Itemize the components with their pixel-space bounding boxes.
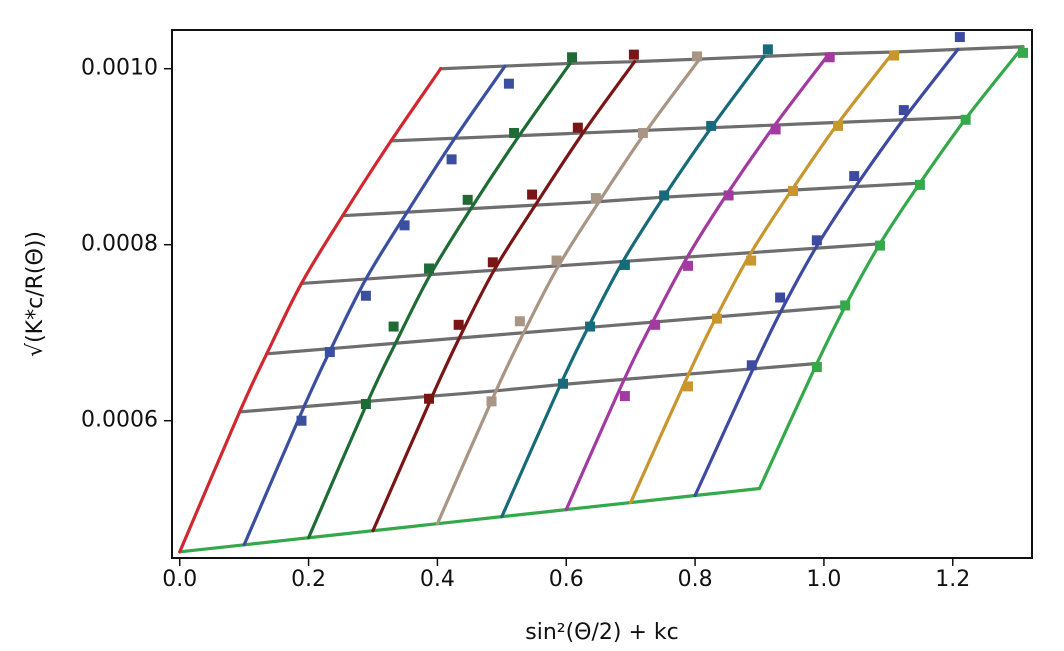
x-tick-label: 0.6 [549, 567, 584, 592]
series-line [306, 61, 572, 540]
data-point [296, 415, 307, 426]
data-point [424, 263, 435, 274]
data-point [889, 50, 900, 61]
data-point [898, 105, 909, 116]
data-point [514, 316, 525, 327]
data-point [683, 260, 693, 271]
plot-frame [171, 29, 1033, 559]
y-axis-label: √(K*c/R(Θ)) [23, 231, 48, 357]
data-point [788, 186, 799, 197]
data-point [628, 49, 639, 60]
data-point [746, 360, 757, 371]
series-line [389, 115, 969, 143]
data-point [914, 179, 925, 190]
data-point [762, 44, 773, 55]
y-tick-label: 0.0010 [81, 56, 158, 81]
x-tick-label: 0.8 [678, 567, 713, 592]
data-point [527, 189, 538, 200]
data-point [811, 235, 822, 246]
data-point [711, 313, 722, 324]
data-point [824, 52, 835, 63]
x-tick-label: 1.0 [806, 567, 841, 592]
series-line [178, 67, 443, 554]
data-point [446, 154, 457, 165]
data-point [590, 193, 601, 204]
series-line [178, 486, 762, 554]
data-point [833, 120, 844, 131]
data-point [388, 321, 399, 332]
data-point [637, 127, 648, 138]
data-point [360, 399, 371, 409]
series-line [439, 45, 1025, 71]
series-line [265, 304, 847, 356]
data-point [1017, 47, 1028, 58]
data-point [775, 292, 786, 303]
data-point [770, 124, 781, 135]
data-point [360, 290, 371, 301]
series-line [341, 181, 922, 218]
series-line [299, 242, 882, 286]
x-tick-label: 0.2 [291, 567, 326, 592]
data-point [453, 319, 464, 330]
data-point [558, 378, 569, 389]
x-tick-label: 1.2 [935, 567, 970, 592]
data-point [619, 391, 630, 402]
x-axis-label: sin²(Θ/2) + kc [525, 620, 678, 645]
series-line [693, 47, 960, 498]
x-tick-label: 0.0 [162, 567, 197, 592]
data-point [551, 255, 562, 266]
data-point [619, 259, 630, 270]
data-point [874, 240, 885, 251]
data-point [585, 321, 596, 332]
data-point [462, 194, 473, 205]
data-point [324, 347, 335, 358]
data-point [572, 122, 583, 133]
data-point [503, 78, 514, 89]
data-point [486, 396, 497, 407]
data-point [399, 220, 410, 231]
series-line [238, 361, 819, 414]
data-point [706, 120, 717, 131]
data-point [659, 190, 670, 201]
data-point [840, 300, 851, 311]
data-point [424, 393, 435, 404]
y-tick-label: 0.0006 [81, 408, 158, 433]
data-point [567, 52, 578, 63]
data-point [723, 190, 734, 201]
data-point [954, 32, 965, 43]
data-point [683, 381, 693, 392]
data-point [509, 127, 520, 138]
x-tick-label: 0.4 [420, 567, 455, 592]
y-tick-label: 0.0008 [81, 232, 158, 257]
data-point [960, 114, 971, 125]
series-line [242, 64, 507, 547]
data-point [650, 319, 661, 330]
data-point [811, 362, 822, 373]
data-point [487, 257, 498, 268]
data-point [746, 255, 757, 266]
data-point [849, 171, 860, 182]
data-point [692, 51, 703, 62]
series-line [371, 60, 637, 533]
